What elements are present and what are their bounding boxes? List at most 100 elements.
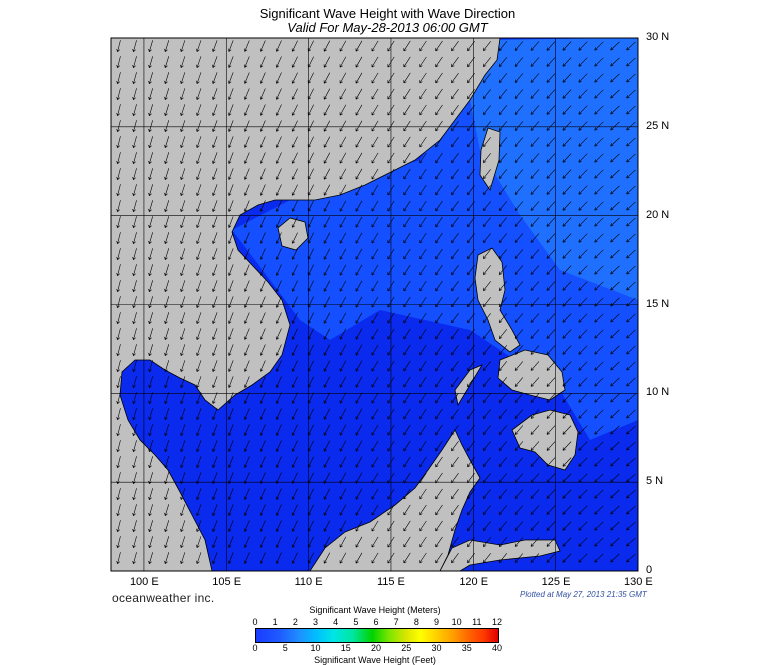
wave-direction-arrow [148, 216, 153, 228]
wave-direction-arrow [275, 456, 282, 468]
wave-direction-arrow [483, 73, 491, 84]
wave-direction-arrow [562, 297, 572, 307]
wave-direction-arrow [483, 425, 491, 436]
wave-direction-arrow [275, 168, 282, 180]
wave-direction-arrow [164, 488, 170, 500]
wave-direction-arrow [498, 265, 508, 275]
wave-direction-arrow [419, 216, 427, 228]
wave-direction-arrow [228, 312, 234, 324]
wave-direction-arrow [212, 216, 218, 228]
wave-direction-arrow [610, 41, 620, 51]
wave-direction-arrow [164, 472, 170, 484]
wave-direction-arrow [212, 456, 218, 468]
wave-direction-arrow [498, 153, 508, 163]
wave-direction-arrow [228, 168, 234, 180]
wave-direction-arrow [243, 344, 250, 356]
wave-direction-arrow [483, 201, 491, 212]
wave-direction-arrow [339, 520, 347, 532]
wave-direction-arrow [594, 505, 604, 515]
wave-direction-arrow [514, 361, 524, 371]
wave-direction-arrow [419, 408, 427, 420]
wave-direction-arrow [483, 57, 491, 68]
wave-direction-arrow [626, 233, 636, 243]
wave-direction-arrow [530, 521, 540, 531]
wave-direction-arrow [323, 328, 331, 340]
wave-direction-arrow [514, 537, 524, 547]
colorbar-feet-tick: 25 [401, 643, 412, 653]
wave-direction-arrow [323, 136, 331, 148]
wave-direction-arrow [371, 232, 379, 244]
wave-direction-arrow [259, 104, 266, 116]
longitude-label: 115 E [376, 576, 405, 588]
wave-direction-arrow [116, 88, 121, 101]
wave-direction-arrow [148, 424, 153, 436]
wave-direction-arrow [307, 360, 314, 372]
wave-direction-arrow [594, 105, 604, 115]
wave-direction-arrow [307, 392, 314, 404]
wave-direction-arrow [403, 536, 411, 548]
wave-direction-arrow [435, 216, 443, 228]
wave-direction-arrow [451, 408, 459, 420]
wave-direction-arrow [419, 72, 427, 84]
wave-direction-arrow [498, 297, 508, 307]
wave-direction-arrow [419, 120, 427, 132]
wave-direction-arrow [419, 488, 427, 500]
wave-direction-arrow [371, 152, 379, 164]
wave-direction-arrow [483, 185, 491, 196]
wave-direction-arrow [562, 137, 572, 147]
wave-direction-arrow [498, 377, 508, 387]
wave-direction-arrow [148, 88, 153, 100]
wave-direction-arrow [148, 184, 153, 196]
wave-direction-arrow [259, 376, 266, 388]
wave-direction-arrow [610, 521, 620, 531]
wave-direction-arrow [467, 185, 475, 196]
wave-direction-arrow [212, 408, 218, 420]
wave-direction-arrow [164, 136, 170, 148]
wave-direction-arrow [164, 72, 170, 84]
wave-direction-arrow [483, 249, 491, 260]
wave-direction-arrow [419, 104, 427, 116]
wave-direction-arrow [212, 104, 218, 116]
wave-direction-arrow [403, 280, 411, 292]
wave-direction-arrow [291, 408, 298, 420]
wave-direction-arrow [148, 520, 153, 532]
wave-direction-arrow [212, 392, 218, 404]
wave-direction-arrow [371, 392, 379, 404]
wave-direction-arrow [546, 537, 556, 547]
wave-direction-arrow [451, 40, 459, 52]
wave-direction-arrow [387, 456, 395, 468]
wave-direction-arrow [339, 472, 347, 484]
wave-direction-arrow [243, 328, 250, 340]
wave-direction-arrow [610, 169, 620, 179]
wave-direction-arrow [228, 72, 234, 84]
wave-direction-arrow [196, 88, 202, 100]
wave-direction-arrow [116, 232, 121, 245]
latitude-label: 15 N [646, 297, 670, 310]
wave-direction-arrow [132, 184, 137, 197]
wave-direction-arrow [467, 505, 475, 516]
wave-direction-arrow [339, 120, 347, 132]
wave-direction-arrow [403, 376, 411, 388]
wave-direction-arrow [610, 441, 620, 451]
wave-direction-arrow [483, 473, 491, 484]
wave-direction-arrow [275, 88, 282, 100]
wave-direction-arrow [291, 296, 298, 308]
wave-direction-arrow [562, 457, 572, 467]
wave-direction-arrow [116, 40, 121, 53]
wave-direction-arrow [339, 408, 347, 420]
wave-direction-arrow [562, 201, 572, 211]
plotted-timestamp: Plotted at May 27, 2013 21:35 GMT [520, 590, 647, 599]
wave-direction-arrow [180, 360, 186, 372]
colorbar-meter-tick: 4 [333, 617, 339, 627]
wave-direction-arrow [626, 201, 636, 211]
wave-direction-arrow [228, 280, 234, 292]
wave-direction-arrow [498, 201, 508, 211]
wave-direction-arrow [180, 104, 186, 116]
wave-direction-arrow [530, 377, 540, 387]
wave-direction-arrow [498, 169, 508, 179]
wave-direction-arrow [546, 473, 556, 483]
colorbar-meter-tick: 8 [413, 617, 419, 627]
wave-direction-arrow [339, 248, 347, 260]
wave-direction-arrow [514, 425, 524, 435]
wave-direction-arrow [259, 344, 266, 356]
